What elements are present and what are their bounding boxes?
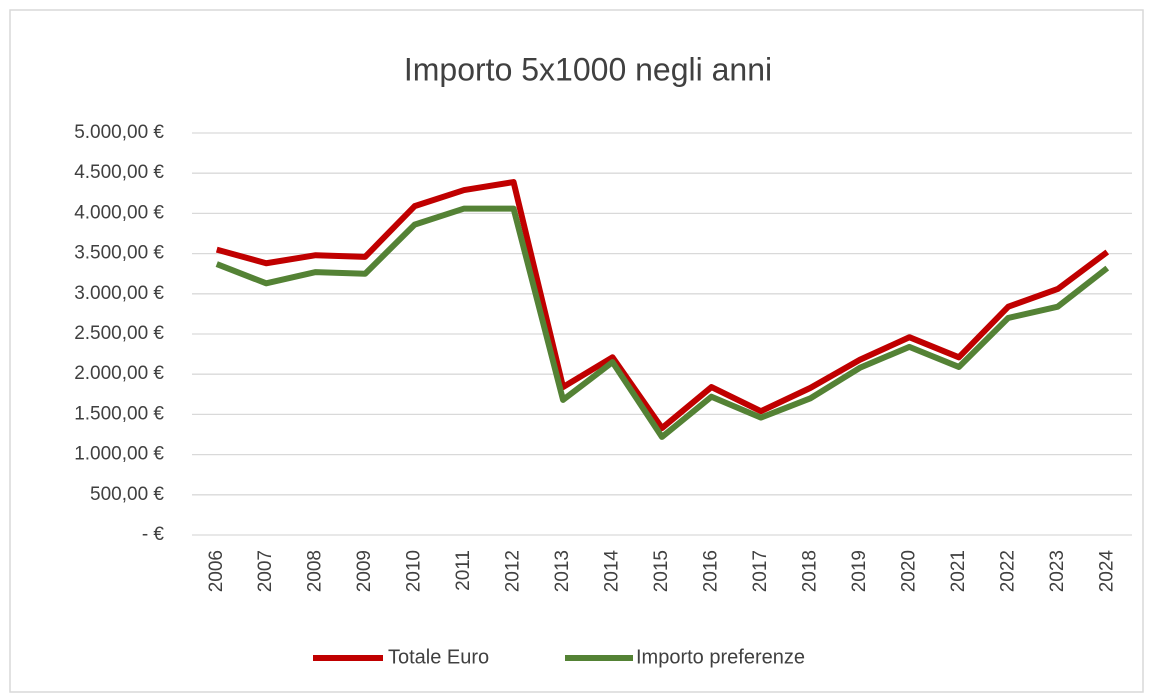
x-tick-label: 2007 [255, 550, 276, 592]
x-tick-label: 2006 [206, 550, 227, 592]
x-tick-label: 2012 [503, 550, 524, 592]
y-tick-label: 2.000,00 € [74, 363, 164, 384]
x-tick-label: 2019 [849, 550, 870, 592]
x-tick-label: 2016 [700, 550, 721, 592]
line-series [215, 179, 1110, 432]
y-tick-label: 4.500,00 € [74, 162, 164, 183]
y-tick-label: 3.500,00 € [74, 243, 164, 264]
x-tick-label: 2010 [404, 550, 425, 592]
y-tick-label: - € [142, 524, 165, 545]
legend-label: Importo preferenze [636, 646, 805, 668]
x-tick-label: 2014 [602, 550, 623, 593]
y-tick-label: 1.000,00 € [74, 444, 164, 465]
x-tick-label: 2009 [354, 550, 375, 592]
y-tick-label: 2.500,00 € [74, 323, 164, 344]
legend-label: Totale Euro [388, 646, 489, 668]
x-tick-label: 2011 [453, 550, 474, 591]
y-tick-label: 5.000,00 € [74, 122, 164, 143]
chart-border [9, 9, 1144, 693]
x-tick-label: 2013 [552, 550, 573, 592]
chart-title: Importo 5x1000 negli anni [404, 51, 772, 87]
line-series [215, 205, 1110, 440]
x-tick-label: 2021 [948, 550, 969, 592]
x-tick-label: 2022 [997, 550, 1018, 592]
x-tick-label: 2018 [799, 550, 820, 592]
x-tick-label: 2024 [1096, 550, 1117, 593]
y-tick-label: 3.000,00 € [74, 283, 164, 304]
y-tick-label: 1.500,00 € [74, 403, 164, 424]
x-tick-label: 2015 [651, 550, 672, 592]
y-tick-label: 4.000,00 € [74, 202, 164, 223]
x-tick-label: 2023 [1047, 550, 1068, 592]
x-tick-label: 2020 [898, 550, 919, 592]
x-tick-label: 2008 [305, 550, 326, 592]
y-tick-label: 500,00 € [90, 484, 164, 505]
x-tick-label: 2017 [750, 550, 771, 592]
